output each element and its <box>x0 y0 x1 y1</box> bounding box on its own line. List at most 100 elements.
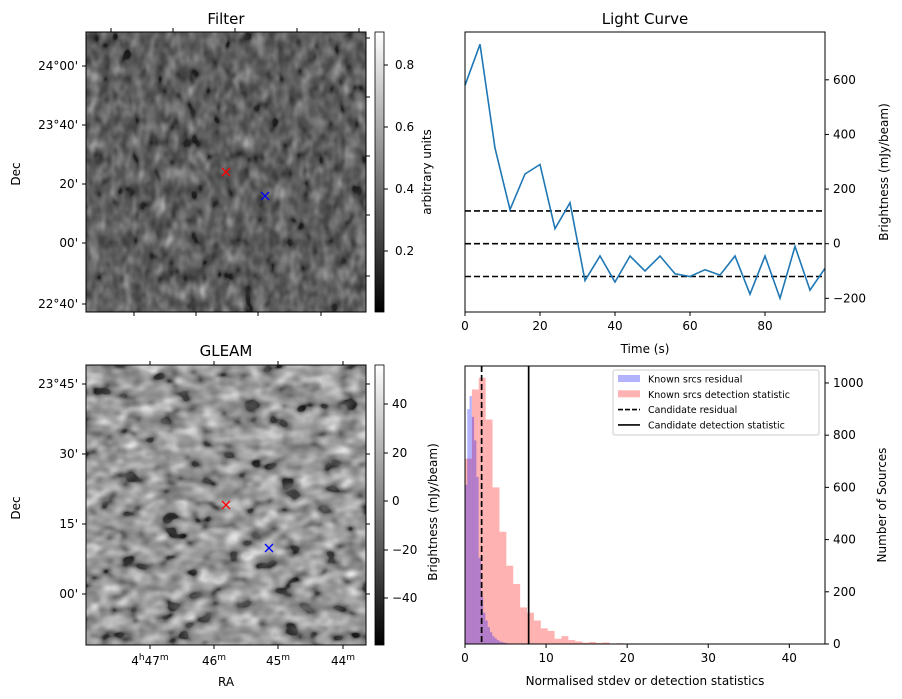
histogram-bar <box>499 641 502 644</box>
histogram-bar <box>489 632 493 644</box>
colorbar-tick-label: 0 <box>392 494 400 508</box>
candidate-marker-stroke-b <box>221 500 231 510</box>
histogram-bar <box>554 638 562 644</box>
light-curve-plot <box>464 44 826 301</box>
gleam-y-tick-label: 15' <box>59 517 78 531</box>
x-tick-label: 40 <box>782 651 797 665</box>
histogram-bar <box>540 628 548 644</box>
histogram-bar <box>483 612 486 644</box>
x-tick-label: 20 <box>620 651 635 665</box>
histogram-bar <box>602 642 610 644</box>
histogram-bar <box>547 630 555 644</box>
candidate-marker-stroke-b <box>221 167 231 177</box>
histogram-plot <box>465 366 803 644</box>
gleam-y-tick-label: 00' <box>59 587 78 601</box>
histogram-bar <box>561 636 569 644</box>
histogram-bar <box>467 409 470 644</box>
histogram-bar <box>575 641 583 644</box>
gleam-y-tick-label: 30' <box>59 447 78 461</box>
y-tick-label: 800 <box>833 428 856 442</box>
y-tick-label: 0 <box>833 237 841 251</box>
legend-swatch <box>618 390 640 398</box>
histogram-bar <box>469 396 472 644</box>
filter-colorbar <box>374 31 385 313</box>
histogram-bar <box>492 636 495 644</box>
filter-panel: Filter 24°00'23°40'20'00'22°40' Dec 0.20… <box>9 10 434 316</box>
histogram-bar <box>533 620 541 644</box>
light-curve-line <box>464 44 826 301</box>
filter-y-tick-label: 23°40' <box>38 118 78 132</box>
gleam-panel: GLEAM 23°45' 30' 15' 00' 4h47m 46m 45m 44m Dec… <box>9 342 440 689</box>
candidate-marker <box>221 167 231 177</box>
colorbar-tick-label: 0.4 <box>395 182 414 196</box>
histogram-frame <box>464 365 826 645</box>
gleam-x-tick-label: 46m <box>202 653 226 668</box>
known-source-marker-stroke-b <box>260 191 270 201</box>
gleam-colorbar <box>374 364 385 646</box>
histogram-bar <box>527 612 534 644</box>
histogram-bar <box>589 641 596 644</box>
legend-label: Candidate residual <box>648 405 737 416</box>
histogram-bar <box>471 416 475 644</box>
histogram-bar <box>465 458 472 644</box>
y-tick-label: 400 <box>833 533 856 547</box>
x-tick-label: 0 <box>461 319 469 333</box>
y-tick-label: 200 <box>833 182 856 196</box>
histogram-bar <box>492 487 500 644</box>
filter-y-tick-label: 20' <box>59 177 78 191</box>
legend-box <box>612 369 820 436</box>
legend-label: Candidate detection statistic <box>648 420 785 431</box>
histogram-bar <box>595 642 603 644</box>
colorbar-tick-label: −20 <box>392 543 417 557</box>
filter-title: Filter <box>207 10 245 28</box>
light-curve-xlabel: Time (s) <box>620 342 670 356</box>
light-curve-x-ticks: 0 20 40 60 80 <box>461 312 773 333</box>
candidate-marker <box>221 500 231 510</box>
light-curve-frame <box>464 31 826 313</box>
colorbar-tick-label: 0.6 <box>395 120 414 134</box>
histogram-bar <box>471 389 479 644</box>
histogram-ylabel: Number of Sources <box>875 448 889 563</box>
filter-colorbar-ticks: 0.2 0.4 0.6 0.8 <box>384 58 414 258</box>
histogram-bar <box>582 642 590 644</box>
gleam-xlabel: RA <box>218 675 235 689</box>
filter-y-tick-label: 22°40' <box>38 297 78 311</box>
histogram-bar <box>478 557 481 644</box>
histogram-x-ticks: 0 10 20 30 40 <box>461 644 797 665</box>
colorbar-tick-label: 0.8 <box>395 58 414 72</box>
gleam-y-ticks: 23°45' 30' 15' 00' <box>38 377 370 601</box>
gleam-colorbar-label: Brightness (mJy/beam) <box>426 443 440 581</box>
colorbar-tick-label: 40 <box>392 397 407 411</box>
filter-y-tick-label: 00' <box>59 236 78 250</box>
gleam-colorbar-ticks: 40 20 0 −20 −40 <box>384 397 417 605</box>
gleam-image-frame <box>85 364 367 646</box>
histogram-bar <box>568 640 576 644</box>
colorbar-tick-label: 0.2 <box>395 244 414 258</box>
filter-image-frame <box>85 31 367 313</box>
gleam-x-ticks: 4h47m 46m 45m 44m <box>131 361 355 668</box>
filter-ylabel: Dec <box>9 162 23 185</box>
known-source-marker-stroke-b <box>264 543 274 553</box>
histogram-bar <box>476 476 479 644</box>
y-tick-label: −200 <box>833 291 866 305</box>
light-curve-ylabel: Brightness (mJy/beam) <box>877 103 891 241</box>
filter-x-ticks <box>110 28 360 316</box>
colorbar-tick-label: 20 <box>392 446 407 460</box>
histogram-bar <box>499 531 507 644</box>
filter-colorbar-label: arbitrary units <box>420 129 434 215</box>
light-curve-panel: Light Curve 0 20 40 60 80 −200 0 200 400 600 Tim… <box>461 10 891 356</box>
gleam-x-tick-label: 45m <box>266 653 290 668</box>
y-tick-label: 200 <box>833 585 856 599</box>
x-tick-label: 0 <box>461 651 469 665</box>
gleam-title: GLEAM <box>200 342 253 360</box>
gleam-markers <box>221 500 274 553</box>
histogram-bar <box>513 583 521 644</box>
legend-swatch <box>618 375 640 382</box>
x-tick-label: 60 <box>682 319 697 333</box>
gleam-y-tick-label: 23°45' <box>38 377 78 391</box>
histogram-bar <box>474 440 477 644</box>
histogram-legend: Known srcs residual Known srcs detection … <box>612 369 820 436</box>
light-curve-title: Light Curve <box>602 10 688 28</box>
histogram-bar <box>503 642 506 644</box>
